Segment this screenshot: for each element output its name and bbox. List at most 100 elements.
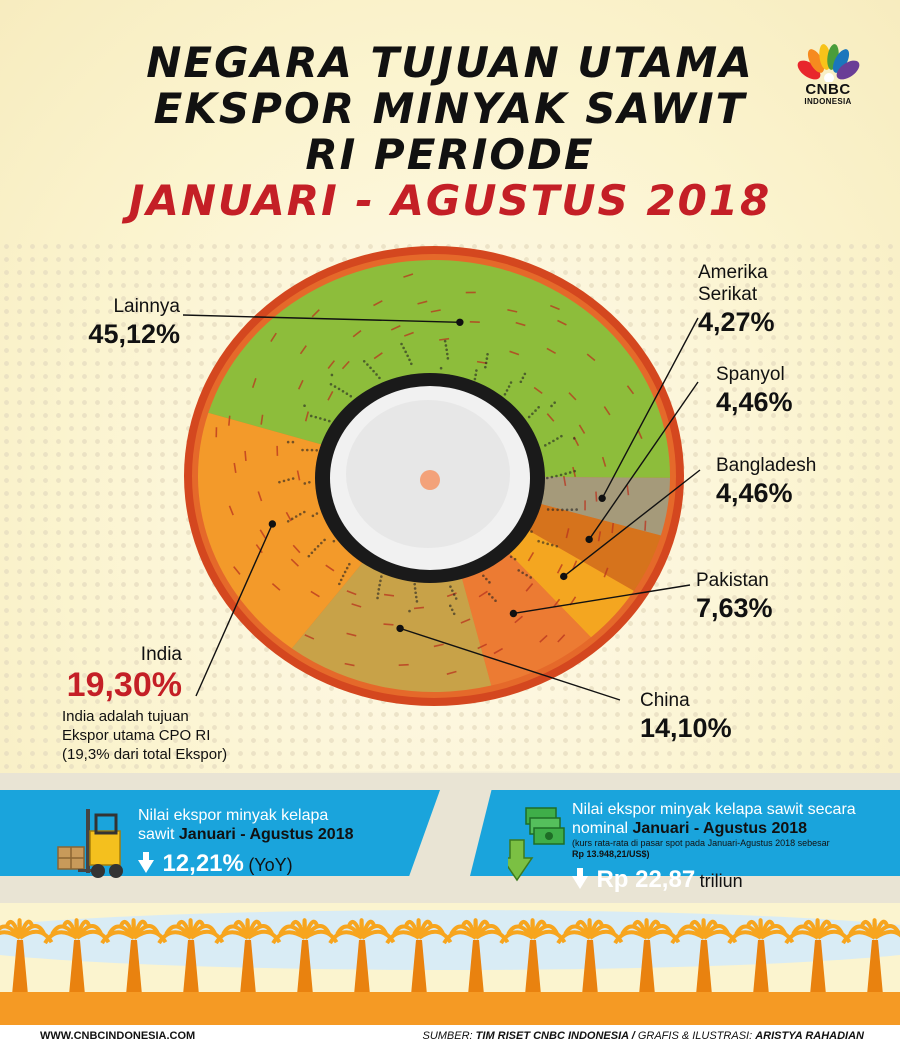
leader-line-india xyxy=(195,523,274,697)
fibre-mark xyxy=(304,411,310,422)
speckle xyxy=(366,363,369,366)
fibre-mark xyxy=(383,623,394,626)
fibre-mark xyxy=(626,485,630,496)
speckle xyxy=(290,517,294,521)
label-lainnya-name: Lainnya xyxy=(113,296,180,317)
fibre-mark xyxy=(270,332,277,343)
speckle xyxy=(486,352,489,356)
fibre-mark xyxy=(327,360,336,369)
fibre-mark xyxy=(626,385,635,395)
peacock-icon xyxy=(797,44,860,82)
fibre-mark xyxy=(597,531,602,542)
speckle xyxy=(327,419,331,423)
footer xyxy=(0,1025,900,1050)
speckle xyxy=(345,566,349,570)
label-china-name: China xyxy=(640,690,690,711)
speckle xyxy=(310,551,314,555)
fibre-mark xyxy=(603,567,609,578)
palm-frond xyxy=(873,929,900,940)
speckle xyxy=(521,571,524,575)
speckle xyxy=(513,557,517,561)
fibre-mark xyxy=(527,551,535,562)
logo-sub: INDONESIA xyxy=(804,97,852,106)
fibre-mark xyxy=(344,662,355,667)
speckle xyxy=(294,515,298,518)
banner-left-suffix: (YoY) xyxy=(248,855,293,875)
fibre-mark xyxy=(563,475,567,486)
fibre-mark xyxy=(595,491,598,502)
speckle xyxy=(550,475,554,479)
speckle xyxy=(484,361,488,365)
fibre-mark xyxy=(439,337,450,341)
money-down-icon xyxy=(508,807,565,882)
footer-credit-label: GRAFIS & ILUSTRASI: xyxy=(637,1030,753,1042)
india-note-line1: India adalah tujuan xyxy=(62,708,189,725)
fibre-mark xyxy=(578,424,586,434)
speckle xyxy=(323,418,327,421)
fibre-mark xyxy=(514,615,524,624)
label-amerika-name2: Serikat xyxy=(698,284,758,305)
speckle xyxy=(372,369,375,373)
palm-trunk xyxy=(639,940,655,995)
speckle xyxy=(505,389,509,392)
logo-name: CNBC xyxy=(805,81,851,98)
leader-dot-india xyxy=(268,520,277,528)
label-india-value: 19,30% xyxy=(66,666,182,704)
label-amerika-name1: Amerika xyxy=(698,262,768,283)
leader-dot-bangladesh xyxy=(560,572,568,581)
title-line-3: RI PERIODE xyxy=(305,130,595,179)
leader-line-china xyxy=(399,627,621,701)
speckle xyxy=(341,389,345,393)
fibre-mark xyxy=(603,406,611,416)
speckle xyxy=(406,354,409,358)
fibre-mark xyxy=(644,520,647,531)
label-lainnya-value: 45,12% xyxy=(88,319,180,349)
footer-website: WWW.CNBCINDONESIA.COM xyxy=(40,1030,196,1042)
speckle xyxy=(307,554,311,558)
speckle xyxy=(348,562,351,566)
fibre-mark xyxy=(251,378,257,389)
banner-right-suffix: triliun xyxy=(699,871,743,891)
speckle xyxy=(286,519,290,523)
speckle xyxy=(521,376,525,380)
speckle xyxy=(380,575,383,578)
speckle xyxy=(452,593,456,596)
fibre-mark xyxy=(413,606,425,610)
speckle xyxy=(343,570,347,574)
palm-trunk xyxy=(525,940,541,995)
speckle xyxy=(553,401,556,404)
fibre-mark xyxy=(557,634,566,643)
banner-left-text: Nilai ekspor minyak kelapa sawit Januari… xyxy=(138,806,353,878)
leader-dot-lainnya xyxy=(456,318,464,326)
fibre-mark xyxy=(557,319,567,326)
fibre-mark xyxy=(525,583,534,592)
speckle xyxy=(316,544,320,548)
speckle xyxy=(315,512,319,515)
speckle xyxy=(444,344,448,347)
speckle xyxy=(573,469,577,473)
banner-right-line1: Nilai ekspor minyak kelapa sawit secara xyxy=(572,801,856,818)
fibre-mark xyxy=(403,273,414,278)
fibre-mark xyxy=(296,470,301,481)
fibre-mark xyxy=(325,564,335,572)
speckle xyxy=(550,543,554,547)
speckle xyxy=(503,392,507,396)
speckle xyxy=(329,383,333,386)
leader-line-bangladesh xyxy=(563,469,701,577)
speckle xyxy=(523,372,527,376)
palm-trunk xyxy=(69,940,85,995)
fibre-mark xyxy=(586,353,596,362)
leader-dot-amerika-serikat xyxy=(598,494,606,503)
ground xyxy=(0,992,900,1025)
fibre-mark xyxy=(327,391,334,401)
title-line-2: EKSPOR MINYAK SAWIT xyxy=(153,84,747,133)
palm-trunk xyxy=(810,940,826,995)
speckle xyxy=(291,440,295,444)
fibre-mark xyxy=(292,544,301,554)
leader-dot-spanyol xyxy=(585,535,593,544)
speckle xyxy=(379,579,382,583)
arrow-down-icon xyxy=(138,852,154,874)
label-bangladesh: Bangladesh 4,46% xyxy=(716,455,816,509)
cnbc-logo: CNBC INDONESIA xyxy=(790,42,866,106)
fibre-mark xyxy=(403,331,414,337)
